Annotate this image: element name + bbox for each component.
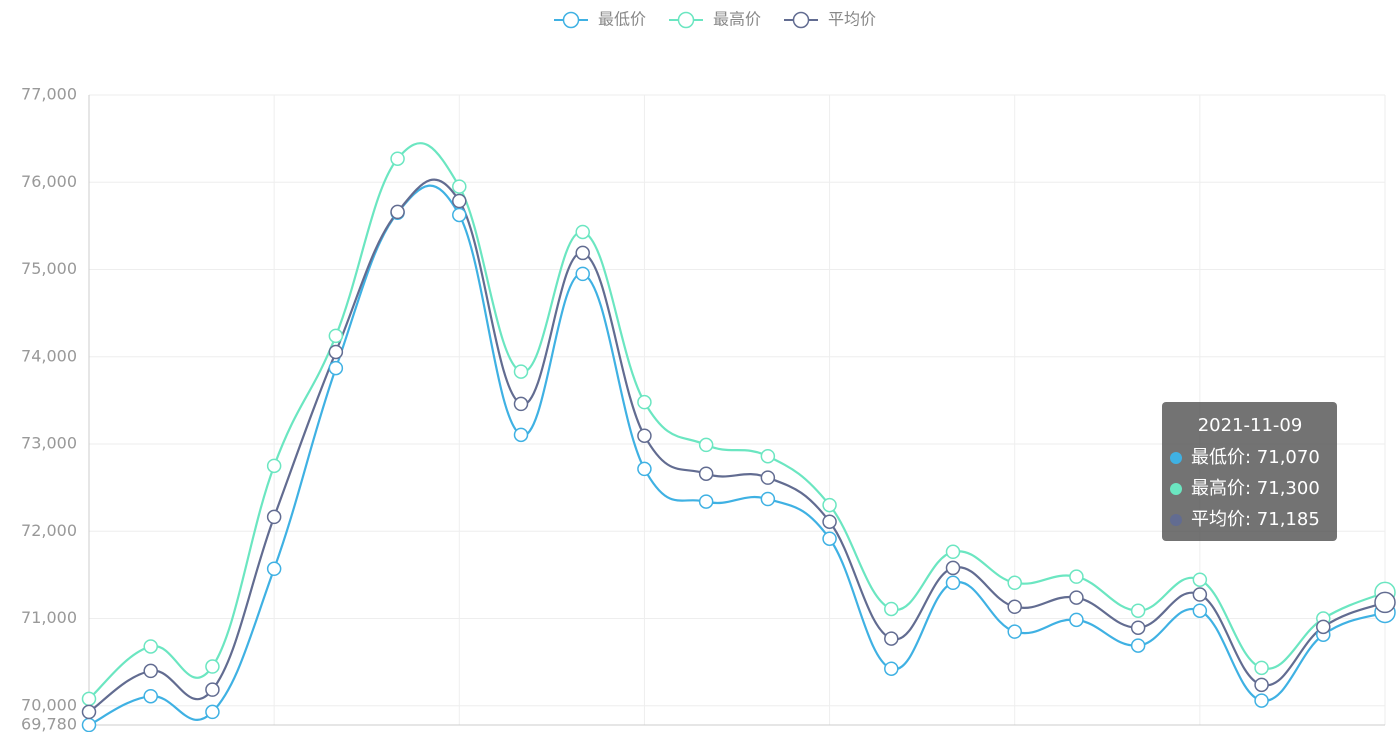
- data-point: [760, 470, 776, 485]
- data-point: [452, 193, 467, 209]
- data-point: [637, 428, 652, 443]
- data-point: [1192, 587, 1208, 602]
- data-point: [1130, 620, 1146, 635]
- y-tick-label: 77,000: [21, 85, 77, 104]
- data-point: [328, 360, 344, 376]
- data-point: [1374, 591, 1396, 614]
- data-point: [575, 224, 590, 240]
- data-point: [266, 561, 282, 577]
- data-point: [81, 717, 97, 732]
- data-point: [822, 531, 837, 546]
- data-point: [575, 266, 590, 282]
- tooltip-row: 平均价: 71,185: [1191, 509, 1320, 530]
- y-tick-label: 70,000: [21, 695, 77, 714]
- data-point: [452, 179, 467, 194]
- legend-icon: [792, 11, 810, 29]
- data-point: [822, 497, 837, 513]
- data-point: [1130, 603, 1146, 618]
- data-point: [452, 207, 467, 223]
- data-point: [143, 663, 158, 679]
- data-point: [575, 245, 590, 261]
- legend-label: 最高价: [713, 10, 761, 29]
- data-point: [1254, 677, 1269, 693]
- data-point: [884, 631, 899, 646]
- data-point: [205, 659, 220, 674]
- legend-item[interactable]: 平均价: [784, 10, 876, 29]
- y-tick-label: 69,780: [21, 715, 77, 732]
- data-point: [328, 328, 344, 344]
- data-point: [266, 458, 282, 474]
- data-point: [884, 601, 899, 617]
- data-point: [205, 682, 220, 697]
- data-point: [1007, 599, 1022, 615]
- data-point: [1069, 612, 1084, 628]
- data-point: [1254, 693, 1269, 708]
- tooltip-dot: [1170, 514, 1182, 526]
- data-point: [513, 364, 529, 379]
- data-point: [81, 704, 97, 720]
- legend-label: 平均价: [828, 10, 876, 29]
- y-tick-label: 74,000: [21, 346, 77, 365]
- data-point: [205, 704, 220, 720]
- data-point: [698, 494, 714, 509]
- tooltip: 2021-11-09 最低价: 71,070 最高价: 71,300 平均价: 71,…: [1162, 402, 1337, 541]
- data-point: [513, 427, 529, 443]
- data-point: [1007, 575, 1022, 591]
- data-point: [822, 514, 837, 529]
- data-point: [1254, 660, 1269, 676]
- data-point: [143, 639, 158, 654]
- y-tick-label: 73,000: [21, 434, 77, 453]
- data-point: [698, 466, 714, 481]
- data-point: [760, 448, 776, 464]
- data-point: [760, 491, 776, 507]
- y-tick-label: 75,000: [21, 259, 77, 278]
- legend-item[interactable]: 最低价: [554, 10, 646, 29]
- data-point: [266, 509, 282, 525]
- tooltip-title: 2021-11-09: [1198, 415, 1303, 436]
- tooltip-dot: [1170, 452, 1182, 464]
- data-point: [81, 691, 97, 707]
- tooltip-box: [1162, 402, 1337, 541]
- y-tick-label: 71,000: [21, 608, 77, 627]
- data-point: [884, 661, 899, 676]
- legend-item[interactable]: 最高价: [669, 10, 761, 29]
- tooltip-dot: [1170, 483, 1182, 495]
- data-point: [390, 151, 405, 166]
- tooltip-row: 最高价: 71,300: [1191, 478, 1320, 499]
- data-point: [1007, 624, 1022, 639]
- data-point: [513, 396, 529, 412]
- data-point: [390, 204, 405, 220]
- data-point: [698, 437, 714, 453]
- legend-icon: [562, 11, 580, 29]
- data-point: [945, 575, 961, 591]
- tooltip-row: 最低价: 71,070: [1191, 447, 1320, 468]
- data-point: [637, 394, 652, 410]
- data-point: [637, 461, 652, 477]
- data-point: [1316, 619, 1331, 635]
- data-point: [1130, 638, 1146, 653]
- legend-icon: [677, 11, 695, 29]
- data-point: [1192, 603, 1208, 618]
- series-line: [88, 178, 1386, 713]
- data-point: [945, 544, 961, 560]
- legend-label: 最低价: [598, 10, 646, 29]
- data-point: [945, 560, 961, 576]
- data-point: [1192, 572, 1208, 587]
- y-tick-label: 76,000: [21, 172, 77, 191]
- y-tick-label: 72,000: [21, 521, 77, 540]
- data-point: [328, 344, 344, 360]
- data-point: [1069, 590, 1084, 605]
- series-line: [88, 184, 1386, 726]
- data-point: [143, 688, 158, 704]
- data-point: [1069, 569, 1084, 584]
